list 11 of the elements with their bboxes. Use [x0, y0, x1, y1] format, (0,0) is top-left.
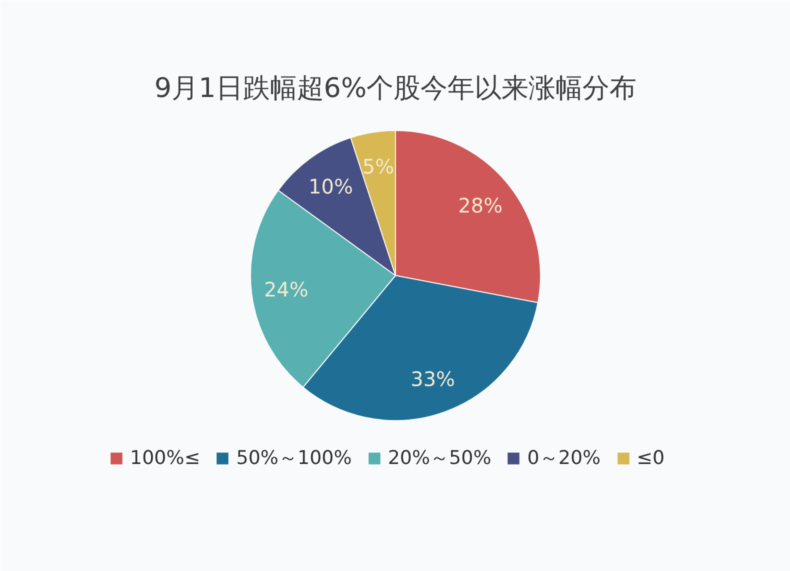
data-label: 28%	[458, 193, 503, 218]
legend-label: 0～20%	[527, 446, 601, 471]
chart-title: 9月1日跌幅超6%个股今年以来涨幅分布	[154, 73, 637, 104]
legend-label: 50%～100%	[236, 446, 352, 471]
legend-label: 20%～50%	[388, 446, 492, 471]
data-label: 33%	[410, 367, 456, 392]
data-label: 5%	[362, 154, 394, 179]
data-label: 10%	[308, 174, 353, 198]
legend-label: 100%≤	[130, 447, 200, 469]
legend-label: ≤0	[636, 447, 665, 469]
data-label: 24%	[264, 277, 308, 302]
